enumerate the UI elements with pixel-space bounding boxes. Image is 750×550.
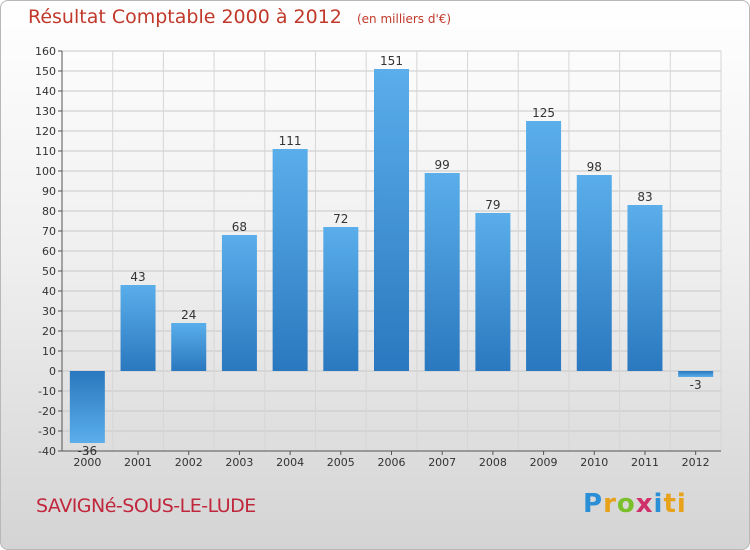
data-label: 151 <box>380 54 403 68</box>
data-label: 99 <box>435 158 450 172</box>
y-tick-label: 60 <box>42 245 56 258</box>
data-label: -36 <box>78 444 98 458</box>
y-tick-label: 140 <box>35 85 56 98</box>
y-tick-label: -20 <box>38 405 56 418</box>
y-tick-label: 20 <box>42 325 56 338</box>
y-tick-label: -10 <box>38 385 56 398</box>
data-label: 83 <box>637 190 652 204</box>
x-tick-label: 2012 <box>682 456 710 469</box>
y-tick-label: 100 <box>35 165 56 178</box>
x-tick-label: 2000 <box>73 456 101 469</box>
bar <box>323 227 359 371</box>
data-label: 111 <box>279 134 302 148</box>
bar <box>374 69 409 371</box>
y-tick-label: 150 <box>35 65 56 78</box>
y-tick-label: 0 <box>49 365 56 378</box>
bar <box>120 285 156 371</box>
x-tick-label: 2009 <box>530 456 558 469</box>
logo-letter: x <box>635 489 654 519</box>
x-tick-label: 2010 <box>580 456 608 469</box>
data-label: 125 <box>532 106 555 120</box>
bar <box>526 121 562 371</box>
y-tick-label: 50 <box>42 265 56 278</box>
y-tick-label: 90 <box>42 185 56 198</box>
data-label: 79 <box>485 198 500 212</box>
bar <box>576 175 612 371</box>
y-tick-label: 160 <box>35 45 56 58</box>
x-tick-label: 2011 <box>631 456 659 469</box>
logo-letter: o <box>616 489 636 519</box>
chart-subtitle: (en milliers d'€) <box>356 12 452 26</box>
data-label: 43 <box>130 270 145 284</box>
data-label: 98 <box>587 160 602 174</box>
y-tick-label: 120 <box>35 125 56 138</box>
bar <box>69 371 105 443</box>
data-label: 68 <box>232 220 247 234</box>
y-tick-label: -40 <box>38 445 56 458</box>
chart-title: Résultat Comptable 2000 à 2012 <box>28 6 342 28</box>
x-tick-label: 2008 <box>479 456 507 469</box>
bar <box>221 235 257 371</box>
y-tick-label: 30 <box>42 305 56 318</box>
y-tick-label: 130 <box>35 105 56 118</box>
y-tick-label: 110 <box>35 145 56 158</box>
x-tick-label: 2005 <box>327 456 355 469</box>
logo-letter: i <box>653 489 664 519</box>
x-tick-label: 2002 <box>175 456 203 469</box>
y-tick-label: -30 <box>38 425 56 438</box>
y-tick-label: 80 <box>42 205 56 218</box>
logo-letter: ti <box>663 489 687 519</box>
bar <box>627 205 663 371</box>
proxiti-logo: Proxiti <box>583 489 687 519</box>
data-label: 72 <box>333 212 348 226</box>
bar <box>272 149 308 371</box>
bar <box>171 323 207 371</box>
x-tick-label: 2004 <box>276 456 304 469</box>
logo-letter: r <box>603 489 617 519</box>
data-label: -3 <box>690 378 702 392</box>
x-tick-label: 2007 <box>428 456 456 469</box>
bar <box>678 371 714 377</box>
commune-name: SAVIGNé-SOUS-LE-LUDE <box>36 495 256 517</box>
bar <box>424 173 460 371</box>
x-tick-label: 2001 <box>124 456 152 469</box>
y-tick-label: 40 <box>42 285 56 298</box>
y-tick-label: 70 <box>42 225 56 238</box>
title-row: Résultat Comptable 2000 à 2012 (en milli… <box>28 6 451 28</box>
data-label: 24 <box>181 308 196 322</box>
logo-letter: P <box>583 489 604 519</box>
bar <box>475 213 511 371</box>
y-tick-label: 10 <box>42 345 56 358</box>
x-tick-label: 2003 <box>225 456 253 469</box>
x-tick-label: 2006 <box>378 456 406 469</box>
